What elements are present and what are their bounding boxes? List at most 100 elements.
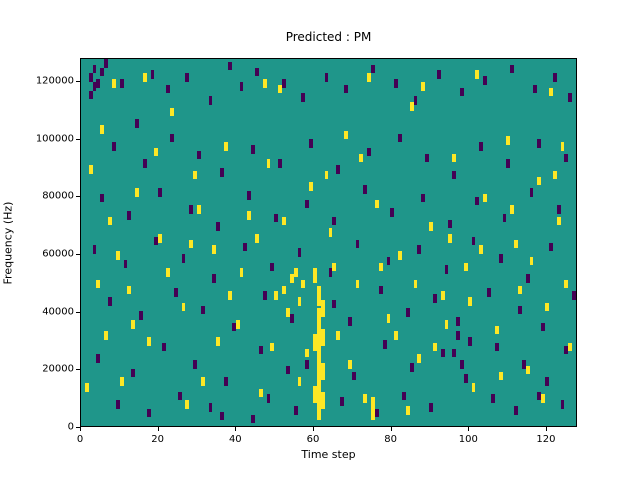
- heatmap-cell: [216, 337, 221, 346]
- heatmap-cell: [100, 124, 105, 134]
- heatmap-cell: [525, 274, 530, 283]
- heatmap-cell: [208, 96, 213, 105]
- heatmap-cell: [343, 84, 348, 94]
- heatmap-cell: [316, 308, 321, 335]
- heatmap-cell: [456, 317, 460, 326]
- heatmap-cell: [220, 167, 225, 177]
- heatmap-cell: [127, 285, 132, 295]
- heatmap-cell: [429, 222, 433, 232]
- heatmap-cell: [208, 403, 213, 412]
- heatmap-cell: [390, 208, 395, 217]
- heatmap-cell: [282, 285, 286, 295]
- heatmap-cell: [239, 81, 244, 91]
- heatmap-cell: [285, 365, 290, 375]
- heatmap-cell: [169, 133, 174, 143]
- heatmap-cell: [185, 73, 190, 82]
- y-tick-mark: [76, 254, 80, 256]
- heatmap-cell: [293, 268, 298, 277]
- heatmap-cell: [490, 394, 495, 404]
- heatmap-cell: [374, 408, 379, 418]
- heatmap-cell: [533, 84, 538, 94]
- heatmap-cell: [293, 405, 298, 415]
- heatmap-cell: [506, 159, 511, 168]
- heatmap-cell: [568, 342, 573, 352]
- heatmap-cell: [421, 81, 426, 91]
- heatmap-cell: [560, 142, 565, 151]
- heatmap-cell: [274, 213, 279, 223]
- heatmap-cell: [316, 362, 321, 392]
- heatmap-cell: [316, 391, 321, 421]
- heatmap-cell: [320, 391, 325, 409]
- heatmap-cell: [541, 322, 546, 332]
- heatmap-cell: [471, 383, 476, 392]
- heatmap-cell: [177, 391, 182, 401]
- heatmap-cell: [498, 253, 503, 263]
- heatmap-cell: [193, 360, 197, 369]
- y-tick-mark: [76, 196, 80, 198]
- heatmap-cell: [475, 70, 480, 80]
- heatmap-cell: [285, 308, 290, 318]
- x-tick-mark: [390, 427, 392, 431]
- y-tick-label: 60000: [42, 248, 74, 260]
- heatmap-cell: [92, 81, 97, 91]
- heatmap-cell: [332, 299, 337, 309]
- heatmap-cell: [243, 242, 248, 252]
- heatmap-cell: [251, 414, 256, 424]
- heatmap-cell: [398, 251, 402, 260]
- heatmap-cell: [135, 119, 139, 128]
- heatmap-cell: [231, 322, 236, 332]
- heatmap-cell: [305, 360, 310, 369]
- heatmap-cell: [169, 107, 174, 117]
- heatmap-cell: [119, 79, 124, 88]
- x-tick-label: 120: [536, 434, 556, 445]
- heatmap-cell: [119, 377, 124, 386]
- heatmap-cell: [297, 248, 302, 257]
- x-tick-mark: [80, 427, 81, 431]
- heatmap-cell: [529, 256, 534, 266]
- heatmap-cell: [371, 397, 375, 421]
- heatmap-cell: [332, 262, 337, 272]
- heatmap-cell: [197, 205, 201, 214]
- heatmap-cell: [552, 73, 557, 82]
- heatmap-cell: [181, 302, 186, 312]
- heatmap-cell: [332, 216, 337, 226]
- heatmap-cell: [224, 142, 228, 151]
- heatmap-cell: [564, 279, 569, 289]
- x-tick-mark: [545, 427, 547, 431]
- heatmap-cell: [301, 279, 306, 289]
- heatmap-cell: [313, 385, 317, 404]
- heatmap-cell: [324, 73, 329, 82]
- heatmap-cell: [258, 388, 263, 398]
- heatmap-cell: [158, 233, 163, 243]
- heatmap-cell: [506, 136, 511, 146]
- heatmap-cell: [521, 360, 526, 369]
- heatmap-cell: [278, 84, 283, 94]
- heatmap-cell: [556, 216, 561, 226]
- heatmap-cell: [320, 299, 325, 318]
- heatmap-cell: [463, 374, 468, 383]
- heatmap-cell: [336, 331, 341, 340]
- heatmap-cell: [239, 268, 244, 277]
- heatmap-cell: [494, 342, 499, 352]
- heatmap-cell: [514, 239, 518, 249]
- heatmap-cell: [270, 262, 275, 272]
- heatmap-cell: [216, 222, 221, 232]
- x-tick-mark: [157, 427, 159, 431]
- heatmap-cell: [270, 342, 275, 352]
- heatmap-cell: [227, 61, 232, 71]
- heatmap-cell: [432, 294, 437, 303]
- heatmap-cell: [108, 296, 112, 306]
- heatmap-cell: [297, 296, 302, 306]
- heatmap-cell: [548, 87, 553, 97]
- heatmap-cell: [320, 328, 325, 346]
- heatmap-cell: [150, 70, 155, 80]
- heatmap-cell: [467, 296, 472, 306]
- heatmap-cell: [452, 153, 457, 163]
- heatmap-cell: [382, 340, 387, 349]
- heatmap-cell: [560, 400, 565, 409]
- heatmap-cell: [282, 79, 286, 88]
- heatmap-cell: [436, 70, 441, 80]
- heatmap-cell: [483, 76, 488, 85]
- heatmap-cell: [452, 170, 457, 180]
